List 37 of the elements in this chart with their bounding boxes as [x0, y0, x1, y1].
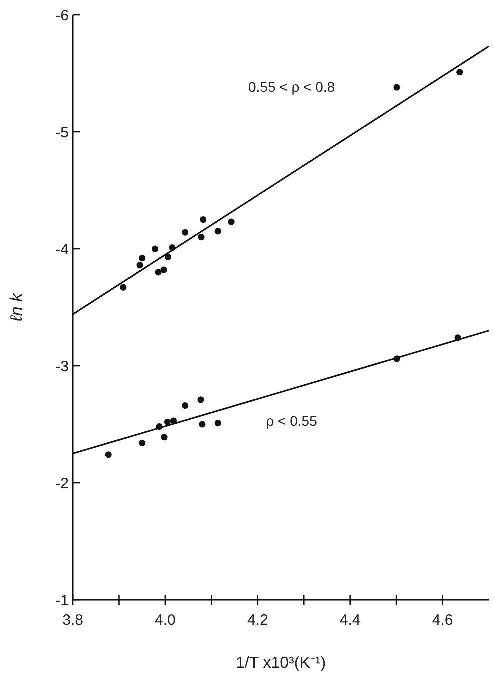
x-tick-label: 4.6: [432, 612, 454, 629]
point: [200, 216, 207, 224]
point: [139, 255, 146, 262]
y-tick-label: -5: [56, 124, 69, 142]
point: [164, 254, 172, 260]
y-tick-label: -1: [56, 592, 69, 610]
point: [199, 421, 206, 428]
annotation: 0.55 < ρ < 0.8: [248, 79, 336, 96]
point: [120, 284, 127, 291]
point: [164, 418, 172, 426]
point: [214, 228, 222, 235]
x-tick-label: 4.2: [247, 612, 268, 629]
x-axis-title: 1/T x10³(K⁻¹): [236, 655, 326, 672]
point: [456, 69, 464, 76]
point: [182, 402, 189, 410]
point: [182, 229, 189, 236]
x-tick-label: 4.0: [155, 612, 176, 629]
annotation: ρ < 0.55: [266, 413, 318, 430]
point: [161, 434, 168, 441]
x-tick-label: 4.4: [340, 612, 361, 629]
point: [160, 266, 168, 274]
point: [136, 262, 144, 269]
y-tick-label: -6: [56, 7, 69, 24]
point: [198, 234, 205, 241]
point: [198, 396, 204, 404]
point: [214, 420, 222, 427]
point: [394, 84, 400, 91]
point: [228, 218, 235, 226]
y-axis-title: ℓn k: [7, 292, 26, 323]
point: [152, 246, 159, 252]
y-tick-label: -4: [56, 241, 69, 258]
x-tick-label: 3.8: [62, 612, 84, 629]
point: [155, 269, 162, 276]
y-tick-label: -2: [56, 475, 69, 492]
point: [105, 452, 112, 458]
y-tick-label: -3: [56, 358, 69, 376]
point: [139, 440, 146, 447]
